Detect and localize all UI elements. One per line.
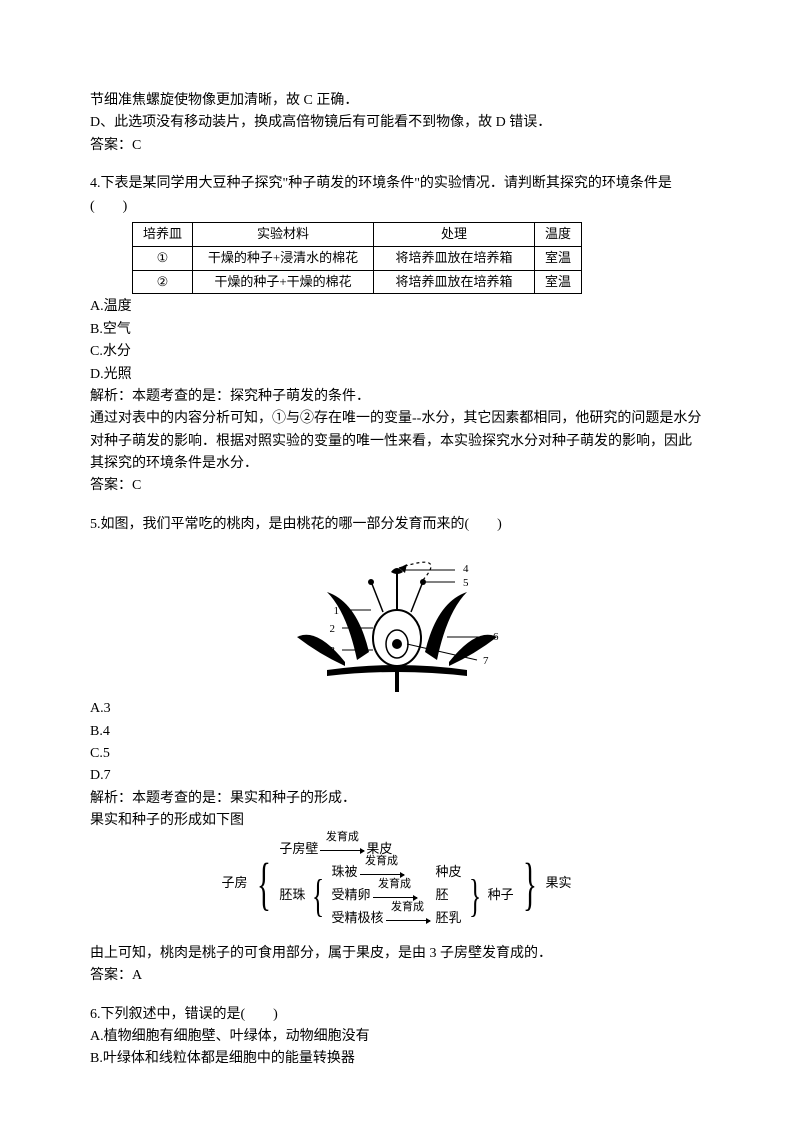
fruit-seed-formula: 子房 { 子房壁 发育成 果皮 胚珠 { 珠被 发育成 <box>90 839 703 929</box>
label-guoshi: 果实 <box>545 873 571 894</box>
q6-opt-a: A.植物细胞有细胞壁、叶绿体，动物细胞没有 <box>90 1026 703 1048</box>
label-peizhu: 胚珠 <box>279 885 305 906</box>
brace-icon: { <box>312 873 324 919</box>
q5-options: A.3 B.4 C.5 D.7 <box>90 698 703 788</box>
q6-opt-b: B.叶绿体和线粒体都是细胞中的能量转换器 <box>90 1048 703 1070</box>
label-zifang: 子房 <box>222 873 248 894</box>
q3-text-d: D、此选项没有移动装片，换成高倍物镜后有可能看不到物像，故 D 错误． <box>90 112 703 134</box>
svg-text:3: 3 <box>329 645 335 657</box>
q4-stem: 4.下表是某同学用大豆种子探究"种子萌发的环境条件"的实验情况．请判断其探究的环… <box>90 173 703 218</box>
svg-text:6: 6 <box>493 631 499 643</box>
th: 处理 <box>374 222 535 246</box>
table-row: ② 干燥的种子+干燥的棉花 将培养皿放在培养箱 室温 <box>133 270 582 294</box>
th: 培养皿 <box>133 222 193 246</box>
q4-opt-d: D.光照 <box>90 364 703 386</box>
q4-explain1: 解析：本题考查的是：探究种子萌发的条件． <box>90 386 703 408</box>
q5-stem: 5.如图，我们平常吃的桃肉，是由桃花的哪一部分发育而来的( ) <box>90 514 703 536</box>
q4-table: 培养皿 实验材料 处理 温度 ① 干燥的种子+浸清水的棉花 将培养皿放在培养箱 … <box>132 222 582 294</box>
q5-explain1: 解析：本题考查的是：果实和种子的形成． <box>90 788 703 810</box>
brace-icon: } <box>523 855 537 913</box>
arrow-icon: 发育成 <box>320 840 364 858</box>
q5-opt-d: D.7 <box>90 765 703 787</box>
q5-flower-diagram: 1 2 3 4 5 6 7 <box>90 542 703 692</box>
svg-text:5: 5 <box>463 577 469 589</box>
svg-text:7: 7 <box>483 655 489 667</box>
q5-opt-a: A.3 <box>90 698 703 720</box>
th: 温度 <box>535 222 582 246</box>
q4-explain2: 通过对表中的内容分析可知，①与②存在唯一的变量--水分，其它因素都相同，他研究的… <box>90 408 703 475</box>
table-row: 培养皿 实验材料 处理 温度 <box>133 222 582 246</box>
th: 实验材料 <box>193 222 374 246</box>
brace-icon: } <box>468 873 480 919</box>
q5-opt-c: C.5 <box>90 743 703 765</box>
q4-opt-c: C.水分 <box>90 341 703 363</box>
svg-text:4: 4 <box>463 563 469 575</box>
table-row: ① 干燥的种子+浸清水的棉花 将培养皿放在培养箱 室温 <box>133 246 582 270</box>
q5-opt-b: B.4 <box>90 721 703 743</box>
q4-opt-b: B.空气 <box>90 319 703 341</box>
label-zifangbi: 子房壁 <box>279 839 318 860</box>
arrow-icon: 发育成 <box>386 910 430 928</box>
q5-answer: 答案：A <box>90 965 703 987</box>
q4-options: A.温度 B.空气 C.水分 D.光照 <box>90 296 703 386</box>
brace-icon: { <box>256 855 270 913</box>
q3-answer: 答案：C <box>90 135 703 157</box>
q4-answer: 答案：C <box>90 475 703 497</box>
q3-text-c: 节细准焦螺旋使物像更加清晰，故 C 正确． <box>90 90 703 112</box>
q5-conclusion: 由上可知，桃肉是桃子的可食用部分，属于果皮，是由 3 子房壁发育成的． <box>90 943 703 965</box>
svg-text:1: 1 <box>333 605 339 617</box>
q5-explain2: 果实和种子的形成如下图 <box>90 810 703 832</box>
svg-text:2: 2 <box>329 623 335 635</box>
q6-stem: 6.下列叙述中，错误的是( ) <box>90 1004 703 1026</box>
label-zhongzi: 种子 <box>488 885 514 906</box>
q4-opt-a: A.温度 <box>90 296 703 318</box>
